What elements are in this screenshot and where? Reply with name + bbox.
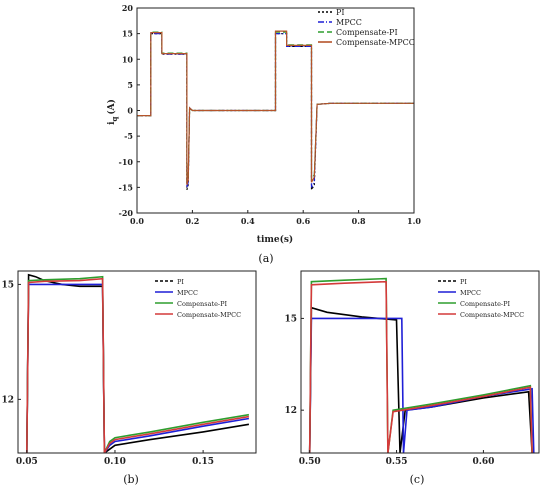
y-tick-label: -10 (119, 157, 134, 167)
y-tick-label: 10 (122, 54, 134, 64)
panel-a-xlabel: time(s) (257, 234, 293, 245)
series-group (308, 277, 535, 453)
series-line-mpcc (308, 317, 535, 453)
x-tick-label: 0.0 (130, 216, 144, 226)
caption-a: (a) (258, 252, 273, 265)
x-tick-label: 0.50 (299, 457, 321, 467)
x-tick-label: 0.05 (16, 457, 38, 467)
y-tick-label: 15 (284, 314, 297, 324)
legend-label: PI (177, 278, 184, 286)
legend-label: MPCC (460, 289, 481, 297)
chart-panel-a: 0.0 0.2 0.4 0.6 0.8 1.0 -20 -15 -10 -5 0 5 10 15 20 PIM… (119, 3, 422, 226)
x-tick-label: 0.4 (241, 216, 255, 226)
legend-label: Compensate-PI (460, 300, 510, 308)
panel-a-ylabel-unit: (A) (106, 99, 117, 115)
panel-a-ylabel-sub: q (110, 116, 119, 121)
x-tick-label: 0.8 (352, 216, 366, 226)
x-tick-label: 1.0 (407, 216, 421, 226)
panel-a-ylabel-main: i (107, 121, 117, 125)
x-tick-label: 0.6 (296, 216, 310, 226)
y-tick-label: 0 (127, 106, 133, 116)
legend: PI MPCC Compensate-PI Compensate-MPCC (438, 278, 524, 319)
series-group (26, 273, 250, 453)
legend-label: Compensate-MPCC (336, 38, 415, 47)
series-line-compensate-pi (26, 275, 250, 453)
y-tick-label: 20 (122, 3, 134, 13)
series-line-compensate-mpcc (137, 30, 414, 185)
legend-label: Compensate-PI (177, 300, 227, 308)
legend: PI MPCC Compensate-PI Compensate-MPCC (155, 278, 241, 319)
series-line-compensate-mpcc (308, 280, 533, 453)
x-tick-label: 0.2 (185, 216, 199, 226)
x-tick-label: 0.15 (192, 457, 214, 467)
x-tick-label: 0.55 (386, 457, 408, 467)
legend-label: Compensate-MPCC (177, 311, 241, 319)
legend-label: MPCC (177, 289, 198, 297)
legend-label: PI (460, 278, 467, 286)
legend-label: Compensate-PI (336, 28, 398, 37)
y-tick-label: 12 (1, 395, 14, 405)
y-tick-label: 15 (122, 29, 133, 39)
y-tick-label: 12 (284, 406, 297, 416)
chart-panel-c: 0.50 0.55 0.60 15 12 PI MPCC Compensate-PI Compe… (284, 270, 540, 467)
x-tick-label: 0.10 (104, 457, 126, 467)
y-tick-label: -5 (124, 131, 133, 141)
plot-frame (300, 270, 540, 454)
series-group (137, 30, 414, 191)
series-line-pi (308, 306, 533, 453)
x-tick-label: 0.60 (472, 457, 494, 467)
y-tick-label: -20 (119, 208, 134, 218)
series-line-compensate-mpcc (26, 277, 250, 453)
plot-frame (17, 270, 257, 454)
legend-label: Compensate-MPCC (460, 311, 524, 319)
chart-panel-b: 0.05 0.10 0.15 15 12 PI MPCC Compensate-PI Compe… (1, 270, 257, 467)
caption-c: (c) (410, 473, 425, 486)
y-tick-label: -15 (119, 182, 133, 192)
y-tick-label: 5 (127, 80, 133, 90)
panel-a-ylabel: iq(A) (106, 99, 119, 125)
caption-b: (b) (123, 473, 139, 486)
series-line-mpcc (26, 283, 250, 453)
y-tick-label: 15 (1, 280, 14, 290)
legend-label: PI (336, 8, 345, 17)
legend-label: MPCC (336, 18, 362, 27)
